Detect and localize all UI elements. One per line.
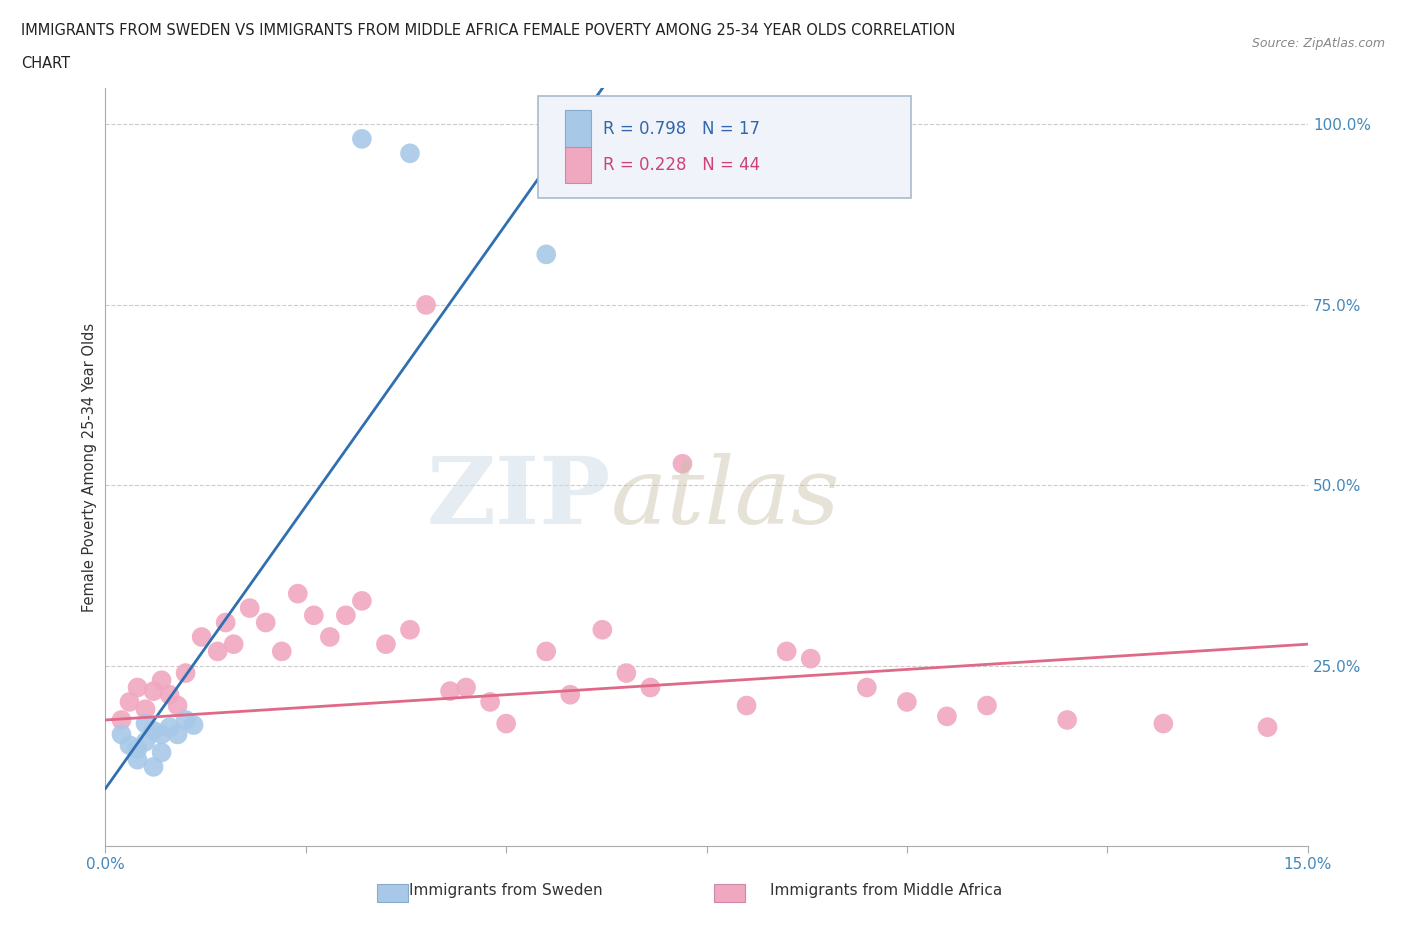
Point [534,644,557,658]
Point [855,680,877,695]
Point [150,745,173,760]
Point [350,593,373,608]
Point [1056,712,1078,727]
Point [439,684,461,698]
Point [495,716,517,731]
Point [319,630,342,644]
Point [254,615,277,630]
Point [150,672,173,687]
Point [127,741,149,756]
Point [302,608,325,623]
Text: Immigrants from Sweden: Immigrants from Sweden [409,884,603,898]
Point [142,684,165,698]
Point [127,680,149,695]
Point [896,695,918,710]
Point [118,695,141,710]
Point [183,718,205,733]
Point [454,680,477,695]
Point [399,622,422,637]
Point [374,637,398,652]
Point [776,644,799,658]
Point [591,622,613,637]
Text: Source: ZipAtlas.com: Source: ZipAtlas.com [1251,37,1385,50]
Point [127,752,149,767]
Point [239,601,262,616]
Point [399,146,422,161]
Point [735,698,758,713]
Text: CHART: CHART [21,56,70,71]
FancyBboxPatch shape [538,96,911,198]
Point [174,666,197,681]
Point [287,586,309,601]
Point [214,615,236,630]
Point [671,457,693,472]
Point [335,608,357,623]
Point [135,702,157,717]
Text: ZIP: ZIP [426,453,610,542]
Point [166,727,188,742]
Bar [565,147,591,183]
Point [159,720,181,735]
Point [800,651,823,666]
Text: R = 0.798   N = 17: R = 0.798 N = 17 [603,120,761,138]
Bar [565,111,591,147]
Text: atlas: atlas [610,453,839,542]
Point [976,698,998,713]
Point [222,637,245,652]
Point [415,298,437,312]
Point [190,630,212,644]
Point [135,716,157,731]
Point [1257,720,1279,735]
Point [159,687,181,702]
Point [207,644,229,658]
Point [640,680,662,695]
Point [166,698,188,713]
Text: R = 0.228   N = 44: R = 0.228 N = 44 [603,156,761,174]
Point [270,644,292,658]
Point [142,760,165,775]
Point [350,131,373,146]
Point [110,712,132,727]
Y-axis label: Female Poverty Among 25-34 Year Olds: Female Poverty Among 25-34 Year Olds [82,323,97,612]
Point [118,737,141,752]
Point [616,666,638,681]
Text: IMMIGRANTS FROM SWEDEN VS IMMIGRANTS FROM MIDDLE AFRICA FEMALE POVERTY AMONG 25-: IMMIGRANTS FROM SWEDEN VS IMMIGRANTS FRO… [21,23,956,38]
Point [142,724,165,738]
Point [174,712,197,727]
Point [150,727,173,742]
Point [534,247,557,262]
Point [560,687,582,702]
Point [1152,716,1174,731]
Point [110,727,132,742]
Point [479,695,502,710]
Text: Immigrants from Middle Africa: Immigrants from Middle Africa [769,884,1002,898]
Point [936,709,959,724]
Point [135,734,157,749]
